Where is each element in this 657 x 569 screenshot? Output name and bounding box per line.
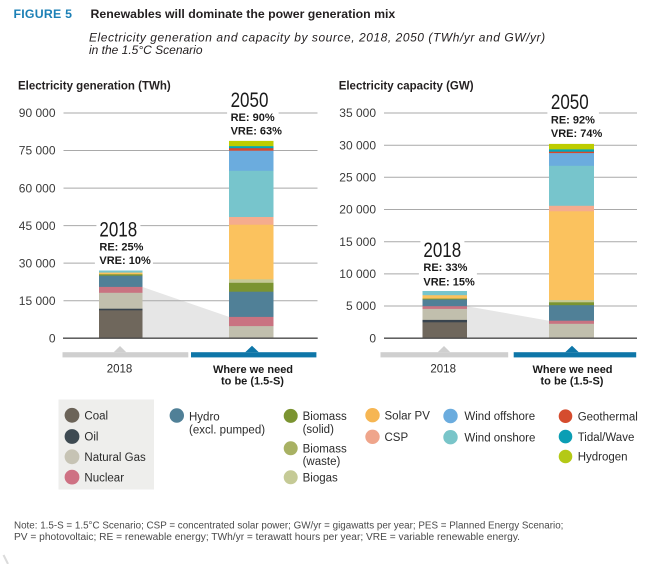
svg-text:FIGURE 5: FIGURE 5 — [14, 7, 73, 21]
svg-text:PV = photovoltaic; RE = renewa: PV = photovoltaic; RE = renewable energy… — [14, 532, 520, 543]
svg-text:35 000: 35 000 — [339, 106, 376, 120]
svg-text:Biomass: Biomass — [303, 444, 347, 456]
svg-text:(excl. pumped): (excl. pumped) — [189, 424, 265, 436]
svg-text:10 000: 10 000 — [339, 267, 376, 281]
svg-text:(solid): (solid) — [303, 424, 334, 436]
svg-text:2018: 2018 — [107, 363, 133, 375]
svg-text:20 000: 20 000 — [339, 203, 376, 217]
svg-text:25 000: 25 000 — [339, 171, 376, 185]
svg-text:Electricity generation and cap: Electricity generation and capacity by s… — [89, 30, 546, 44]
svg-text:RE: 90%: RE: 90% — [231, 112, 275, 124]
svg-text:Electricity capacity (GW): Electricity capacity (GW) — [339, 80, 474, 92]
svg-text:to be (1.5-S): to be (1.5-S) — [541, 376, 604, 388]
svg-text:RE: 92%: RE: 92% — [551, 114, 595, 126]
svg-text:0: 0 — [369, 331, 376, 345]
svg-text:2050: 2050 — [551, 91, 589, 114]
svg-text:30 000: 30 000 — [339, 138, 376, 152]
svg-text:Solar PV: Solar PV — [385, 410, 431, 422]
svg-text:75 000: 75 000 — [19, 144, 56, 158]
svg-text:Note: 1.5-S = 1.5°C Scenario;: Note: 1.5-S = 1.5°C Scenario; CSP = conc… — [14, 520, 563, 531]
svg-text:2018: 2018 — [423, 239, 461, 262]
svg-text:90 000: 90 000 — [19, 106, 56, 120]
svg-text:30 000: 30 000 — [19, 256, 56, 270]
svg-text:Coal: Coal — [84, 411, 108, 423]
svg-text:Renewables will dominate the p: Renewables will dominate the power gener… — [91, 7, 396, 21]
svg-text:Biogas: Biogas — [303, 473, 338, 485]
svg-text:Natural Gas: Natural Gas — [84, 452, 146, 464]
svg-text:RE: 25%: RE: 25% — [99, 242, 143, 254]
svg-text:45 000: 45 000 — [19, 219, 56, 233]
svg-text:VRE: 10%: VRE: 10% — [99, 255, 151, 267]
svg-text:Tidal/Wave: Tidal/Wave — [578, 432, 635, 444]
svg-text:in the 1.5°C Scenario: in the 1.5°C Scenario — [89, 43, 203, 57]
svg-text:VRE: 63%: VRE: 63% — [231, 126, 283, 138]
svg-text:CSP: CSP — [385, 432, 409, 444]
svg-text:to be (1.5-S): to be (1.5-S) — [221, 376, 284, 388]
svg-text:Oil: Oil — [84, 432, 98, 444]
svg-text:Geothermal: Geothermal — [578, 411, 638, 423]
svg-text:5 000: 5 000 — [346, 299, 376, 313]
svg-text:60 000: 60 000 — [19, 181, 56, 195]
svg-text:Biomass: Biomass — [303, 411, 347, 423]
svg-text:Hydrogen: Hydrogen — [578, 452, 628, 464]
svg-text:2018: 2018 — [99, 218, 137, 241]
svg-text:15 000: 15 000 — [19, 294, 56, 308]
svg-text:Wind onshore: Wind onshore — [464, 432, 535, 444]
svg-text:Wind offshore: Wind offshore — [464, 411, 535, 423]
svg-text:Nuclear: Nuclear — [84, 472, 124, 484]
svg-text:0: 0 — [49, 331, 56, 345]
svg-text:VRE: 74%: VRE: 74% — [551, 128, 603, 140]
svg-text:Where we need: Where we need — [213, 364, 293, 376]
svg-text:Hydro: Hydro — [189, 411, 220, 423]
svg-text:(waste): (waste) — [303, 456, 341, 468]
svg-text:RE: 33%: RE: 33% — [423, 262, 467, 274]
svg-text:VRE: 15%: VRE: 15% — [423, 277, 475, 289]
svg-text:2018: 2018 — [430, 363, 456, 375]
svg-text:Where we need: Where we need — [532, 364, 612, 376]
svg-text:Electricity generation (TWh): Electricity generation (TWh) — [18, 80, 171, 92]
svg-text:15 000: 15 000 — [339, 235, 376, 249]
svg-text:2050: 2050 — [231, 89, 269, 112]
